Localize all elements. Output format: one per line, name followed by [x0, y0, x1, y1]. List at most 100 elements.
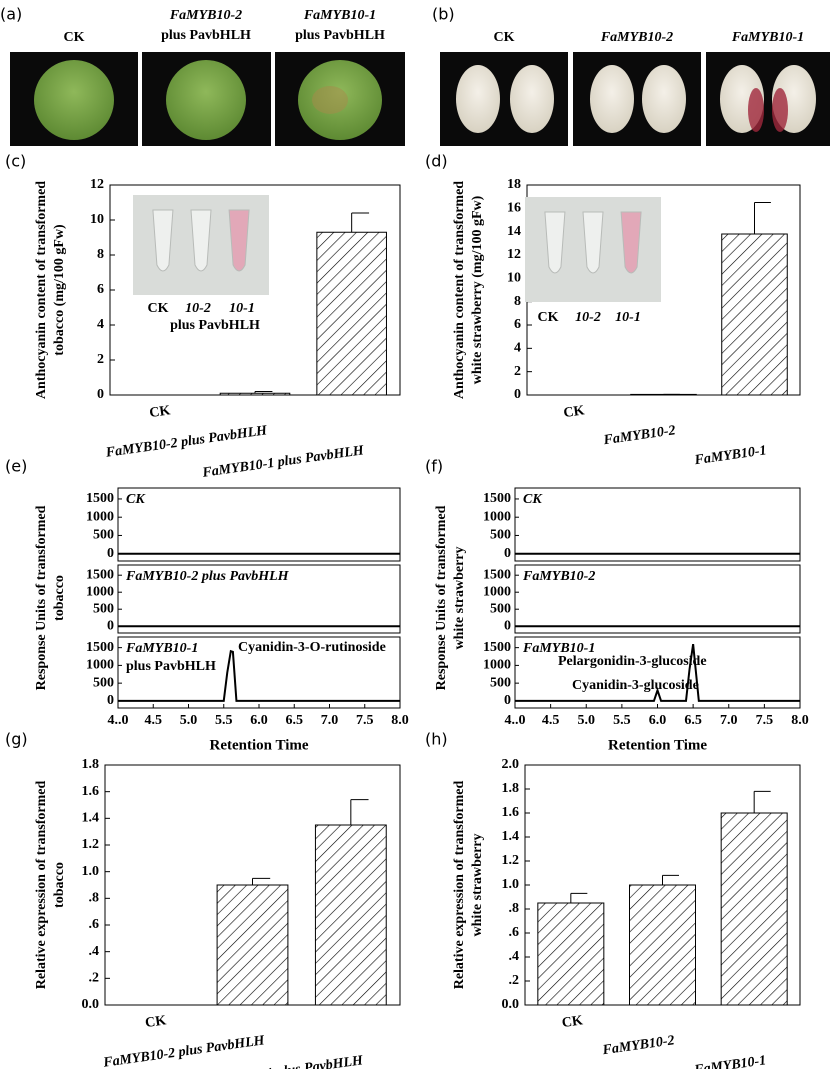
x-tick-label: 7.5 [756, 713, 774, 728]
tube [544, 211, 566, 274]
y-axis-label: Response Units of transformed [34, 505, 49, 690]
y-tick-label: 1500 [483, 567, 511, 582]
y-tick-label: 6 [97, 282, 104, 297]
photo-caption: CK [494, 30, 515, 45]
x-tick-label: FaMYB10-1 plus PavbHLH [201, 443, 366, 481]
x-axis-label: Retention Time [608, 737, 707, 753]
y-tick-label: .6 [509, 925, 520, 940]
bar [219, 392, 291, 396]
bar [316, 231, 387, 396]
photo-caption: FaMYB10-1 [731, 30, 804, 45]
error-bar [254, 391, 273, 394]
bar [629, 884, 696, 1006]
y-tick-label: 1000 [86, 509, 114, 524]
annotation: Cyanidin-3-O-rutinoside [238, 640, 386, 655]
tube [152, 209, 174, 272]
photo-caption: FaMYB10-2 [169, 8, 242, 23]
y-axis-label: white strawberry [452, 546, 467, 649]
y-tick-label: 500 [490, 601, 511, 616]
x-tick-label: 7.0 [720, 713, 738, 728]
y-tick-label: 12 [507, 247, 521, 262]
x-tick-label: CK [148, 403, 171, 421]
y-tick-label: 4 [514, 341, 521, 356]
tube [620, 211, 642, 274]
x-tick-label: 5.5 [613, 713, 631, 728]
y-tick-label: 500 [93, 675, 114, 690]
y-tick-label: 6 [514, 317, 521, 332]
y-tick-label: 18 [507, 177, 521, 192]
x-tick-label: 4.5 [542, 713, 560, 728]
plot-frame [514, 564, 801, 634]
y-axis-label: Anthocyanin content of transformed [34, 181, 49, 399]
x-tick-label: 4..0 [505, 713, 526, 728]
bar [720, 812, 788, 1006]
series-label: FaMYB10-1 plus PavbHLH [125, 641, 216, 674]
y-tick-label: 1500 [86, 640, 114, 655]
y-tick-label: 2.0 [502, 757, 520, 772]
series-label: CK [126, 492, 146, 507]
inset-label: CK [148, 301, 169, 316]
x-tick-label: 7.0 [321, 713, 339, 728]
photo-caption: FaMYB10-1 [303, 8, 376, 23]
panel-label: (b) [432, 5, 455, 24]
y-axis-label: Anthocyanin content of transformed [452, 181, 467, 399]
series-label-line: plus PavbHLH [126, 659, 216, 674]
x-tick-label: 4.5 [145, 713, 163, 728]
y-tick-label: 1.0 [502, 877, 520, 892]
photo-caption: plus PavbHLH [161, 28, 251, 43]
panel-label: (a) [0, 5, 22, 24]
x-tick-label: 4..0 [108, 713, 129, 728]
x-tick-label: 8.0 [391, 713, 409, 728]
series-label: FaMYB10-2 plus PavbHLH [125, 569, 290, 584]
y-tick-label: 1000 [483, 658, 511, 673]
error-bar [351, 212, 370, 233]
y-tick-label: 500 [490, 675, 511, 690]
y-tick-label: .2 [89, 971, 100, 986]
y-tick-label: 2 [514, 364, 521, 379]
y-tick-label: 0 [504, 693, 511, 708]
chromatogram [118, 649, 400, 702]
y-tick-label: 1.8 [82, 757, 100, 772]
bar [314, 824, 387, 1006]
y-axis-label: Relative expression of transformed [34, 781, 49, 990]
error-bar [754, 202, 771, 234]
annotation: Cyanidin-3-glucoside [572, 678, 699, 693]
y-tick-label: 10 [90, 212, 104, 227]
photo-caption: FaMYB10-2 [600, 30, 673, 45]
y-tick-label: 0.0 [82, 997, 100, 1012]
x-tick-label: FaMYB10-2 plus PavbHLH [104, 423, 269, 461]
bar [537, 902, 605, 1006]
inset-label: 10-2 [575, 310, 601, 325]
y-tick-label: .8 [89, 891, 100, 906]
photo-caption: plus PavbHLH [295, 28, 385, 43]
y-tick-label: 1.8 [502, 781, 520, 796]
panel-label: (h) [425, 730, 448, 749]
inset-label: 10-1 [229, 301, 255, 316]
error-bar [252, 877, 271, 885]
y-tick-label: 0 [504, 618, 511, 633]
y-tick-label: 0.0 [502, 997, 520, 1012]
y-tick-label: 4 [97, 317, 104, 332]
y-tick-label: 500 [490, 528, 511, 543]
y-tick-label: 0 [107, 546, 114, 561]
panel-label: (d) [425, 152, 448, 171]
tube [582, 211, 604, 274]
y-tick-label: 8 [97, 247, 104, 262]
y-axis-label: Response Units of transformed [434, 505, 449, 690]
x-tick-label: 6.5 [286, 713, 304, 728]
x-tick-label: FaMYB10-1 [692, 1053, 767, 1069]
y-tick-label: 2 [97, 352, 104, 367]
y-tick-label: 1.4 [502, 829, 520, 844]
y-tick-label: 1000 [483, 584, 511, 599]
x-tick-label: 6.0 [250, 713, 268, 728]
y-tick-label: 1500 [483, 491, 511, 506]
x-tick-label: 5.0 [180, 713, 198, 728]
y-tick-label: 500 [93, 528, 114, 543]
x-tick-label: 5.5 [215, 713, 233, 728]
y-axis-label: white strawberry [470, 833, 485, 936]
x-tick-label: FaMYB10-2 plus PavbHLH [101, 1033, 266, 1069]
y-tick-label: .4 [89, 944, 100, 959]
photos-a [10, 52, 405, 146]
x-tick-label: FaMYB10-2 [602, 423, 677, 448]
y-axis-label: white strawberry (mg/100 gFw) [470, 195, 485, 384]
